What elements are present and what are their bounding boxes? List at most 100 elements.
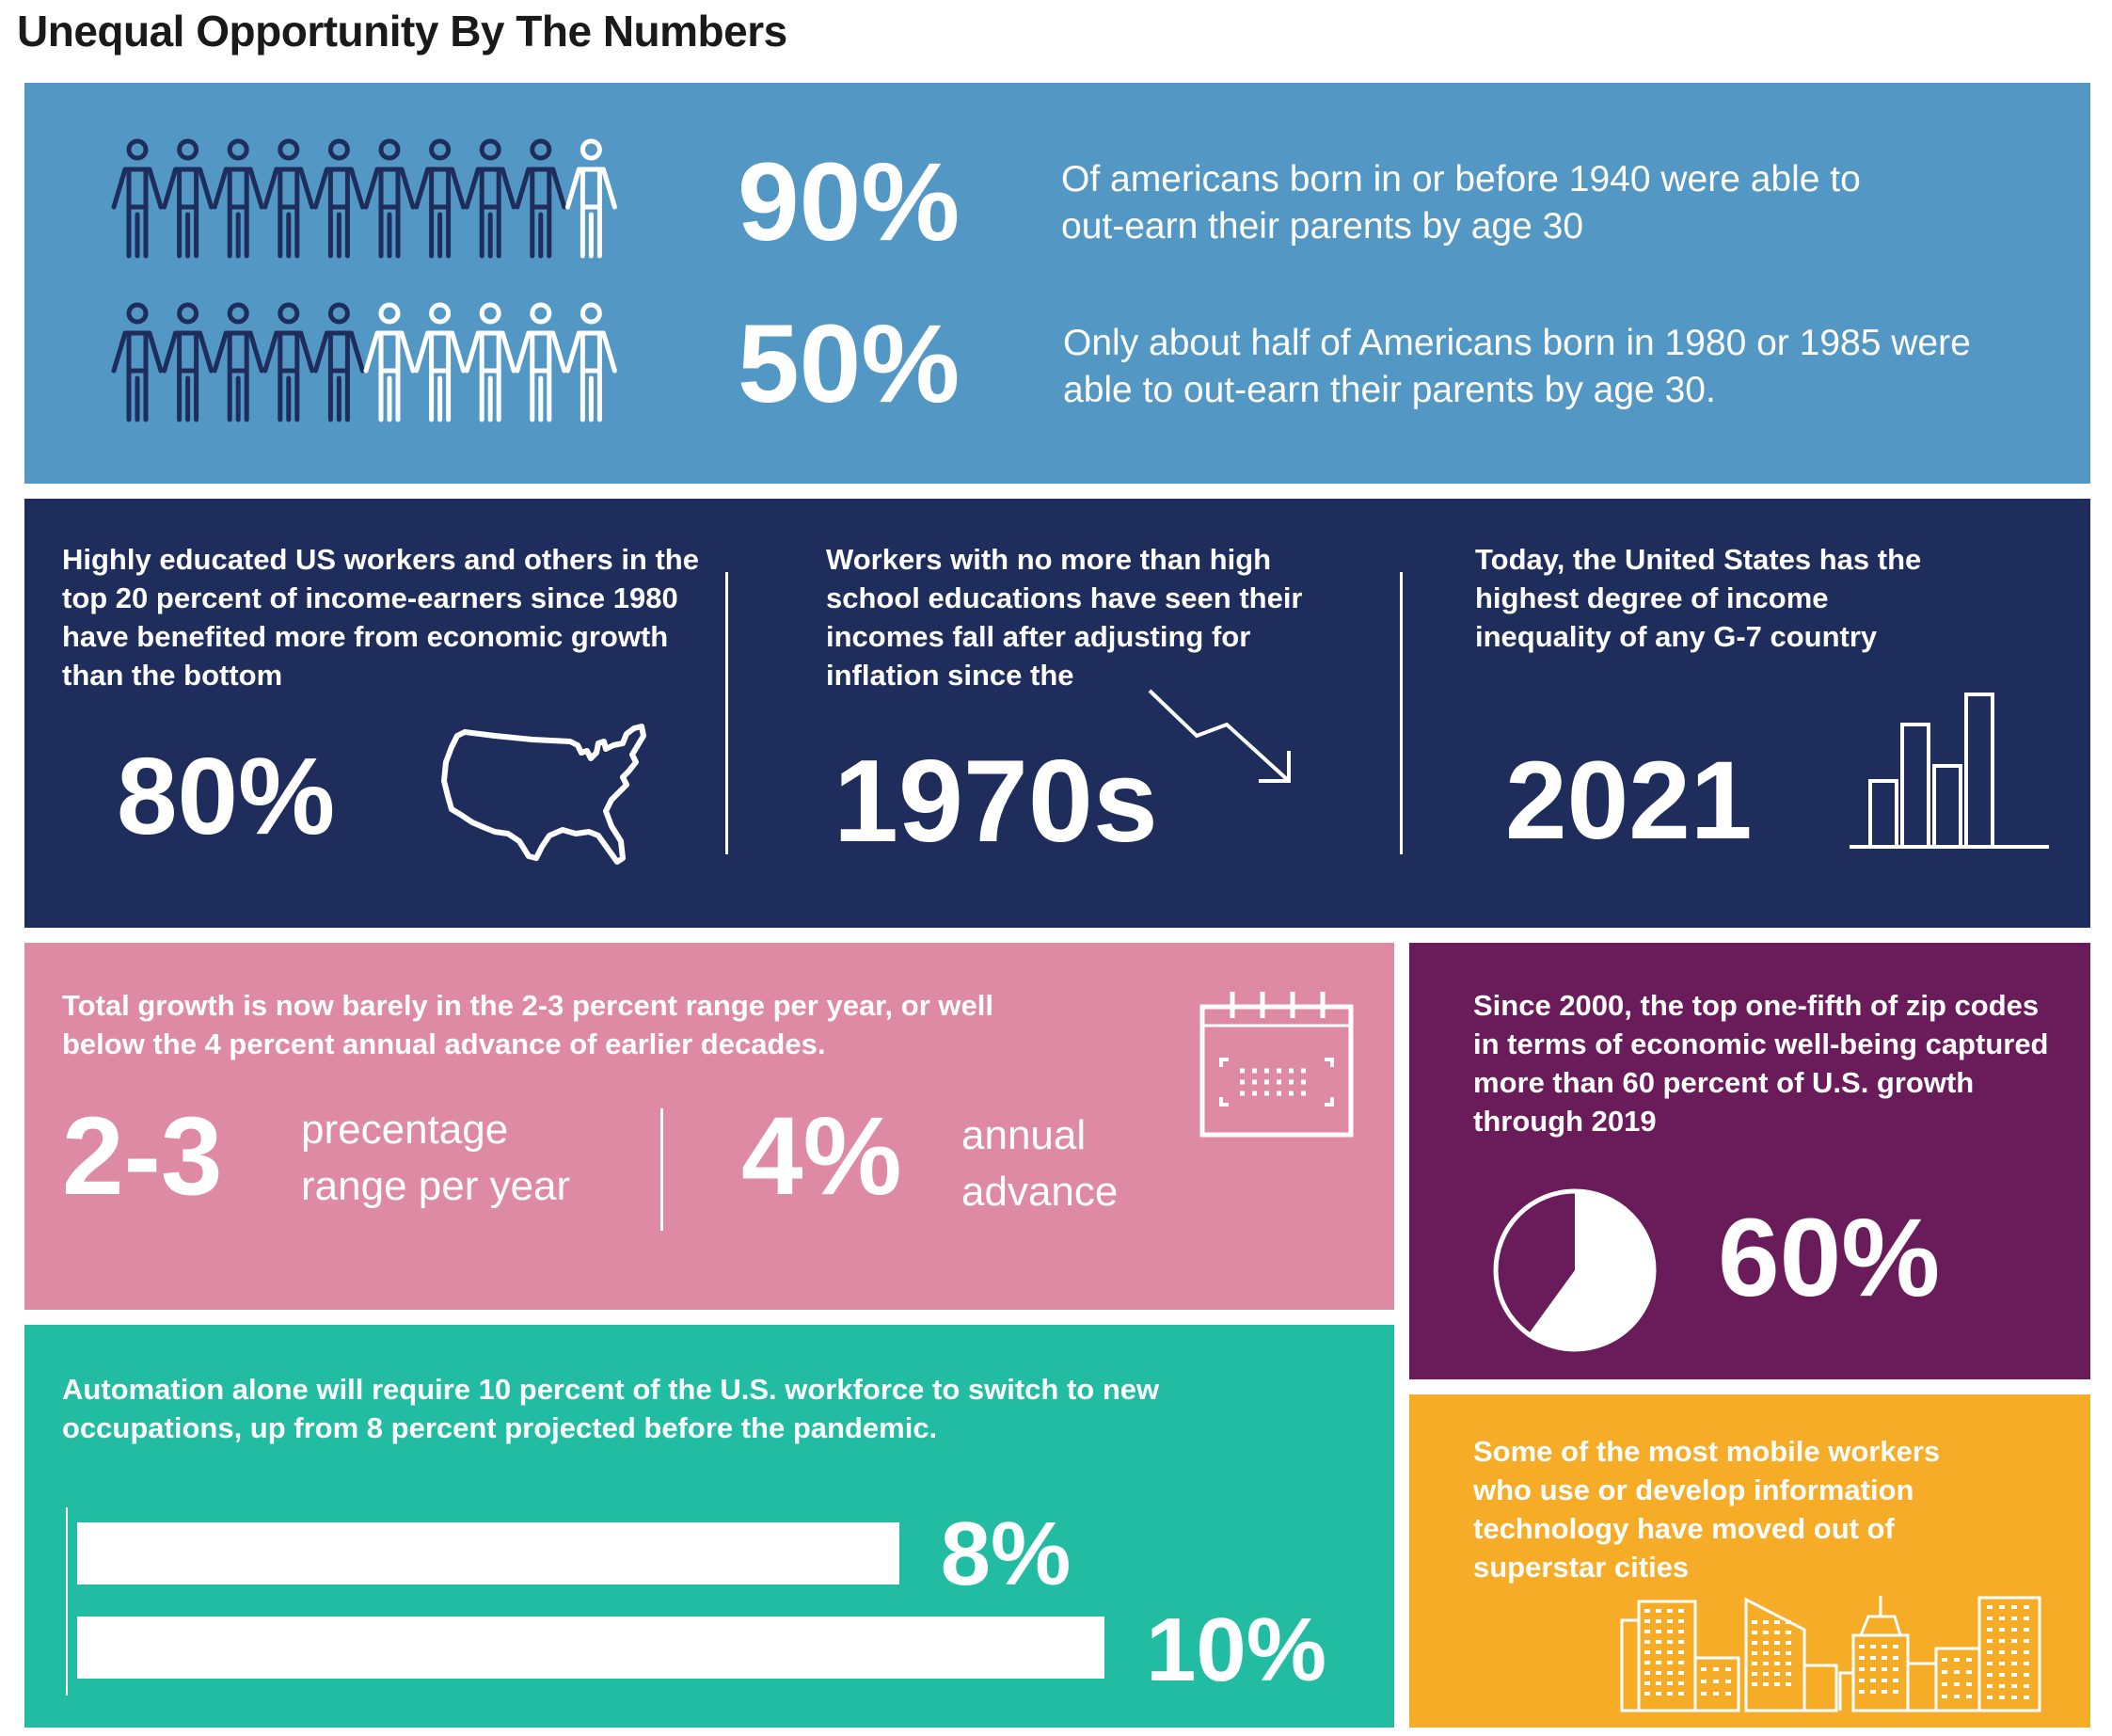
- person-icon: [312, 138, 365, 259]
- window: [1763, 1662, 1769, 1665]
- bar-chart-icon: [1850, 693, 2049, 849]
- inequality-text: Today, the United States has the highest…: [1475, 543, 1922, 653]
- person-icon: [111, 138, 164, 259]
- window: [1893, 1690, 1898, 1694]
- window: [1678, 1661, 1684, 1664]
- automation-bar-8: [77, 1522, 899, 1585]
- window: [1987, 1605, 1993, 1609]
- window: [1667, 1671, 1673, 1675]
- window: [1644, 1650, 1650, 1654]
- window: [1882, 1667, 1887, 1671]
- pie-chart-icon: [1493, 1188, 1657, 1352]
- window: [2024, 1684, 2029, 1688]
- people-row-1: [111, 138, 617, 259]
- window: [1667, 1630, 1673, 1633]
- window: [1701, 1667, 1707, 1671]
- window: [1678, 1681, 1684, 1685]
- person-icon: [414, 302, 467, 422]
- window: [1987, 1696, 1993, 1699]
- automation-label-8: 8%: [940, 1504, 1072, 1604]
- window: [2011, 1684, 2017, 1688]
- window: [1999, 1605, 2005, 1609]
- window: [1656, 1630, 1661, 1633]
- window: [1713, 1667, 1719, 1671]
- window: [1966, 1658, 1972, 1662]
- window: [1667, 1692, 1673, 1696]
- automation-axis: [66, 1507, 68, 1696]
- window: [1644, 1619, 1650, 1623]
- window: [2024, 1662, 2029, 1665]
- window: [1713, 1680, 1719, 1683]
- window: [1999, 1639, 2005, 1643]
- window: [1859, 1690, 1865, 1694]
- window: [1987, 1628, 1993, 1632]
- window: [2011, 1617, 2017, 1620]
- window: [1786, 1620, 1791, 1624]
- window: [1763, 1651, 1769, 1655]
- window: [1942, 1695, 1947, 1698]
- window: [2011, 1662, 2017, 1665]
- window: [2011, 1673, 2017, 1677]
- window: [1954, 1695, 1960, 1698]
- inequality-value: 2021: [1505, 739, 1753, 863]
- window: [1966, 1695, 1972, 1698]
- window: [1987, 1673, 1993, 1677]
- window: [1893, 1679, 1898, 1682]
- mobility-value-50: 50%: [738, 302, 961, 426]
- person-icon: [464, 138, 516, 259]
- window: [1786, 1641, 1791, 1645]
- person-icon: [262, 302, 315, 422]
- window: [1656, 1671, 1661, 1675]
- zipcodes-value: 60%: [1718, 1196, 1941, 1320]
- mobility-panel: 90% Of americans born in or before 1940 …: [24, 83, 2090, 484]
- window: [1999, 1673, 2005, 1677]
- window: [1725, 1680, 1731, 1683]
- window: [1701, 1692, 1707, 1696]
- growth-value-2: 4%: [741, 1094, 902, 1218]
- window: [1893, 1656, 1898, 1660]
- window: [1644, 1671, 1650, 1675]
- window: [2024, 1673, 2029, 1677]
- window: [1725, 1667, 1731, 1671]
- window: [1656, 1609, 1661, 1613]
- growth-label-2b: advance: [961, 1169, 1119, 1215]
- zipcodes-text: Since 2000, the top one-fifth of zip cod…: [1473, 989, 2049, 1138]
- window: [1987, 1639, 1993, 1643]
- people-row-2: [111, 302, 617, 422]
- window: [1644, 1640, 1650, 1644]
- person-icon: [162, 302, 214, 422]
- automation-panel: Automation alone will require 10 percent…: [24, 1325, 1394, 1728]
- window: [1774, 1662, 1780, 1665]
- person-icon: [162, 138, 214, 259]
- window: [1870, 1690, 1876, 1694]
- window: [1999, 1684, 2005, 1688]
- window: [1987, 1617, 1993, 1620]
- person-icon: [564, 138, 617, 259]
- person-icon: [564, 302, 617, 422]
- window: [1678, 1650, 1684, 1654]
- automation-text: Automation alone will require 10 percent…: [62, 1373, 1160, 1444]
- window: [1752, 1641, 1757, 1645]
- window: [1763, 1672, 1769, 1676]
- workers-value: 1970s: [834, 737, 1158, 867]
- person-icon: [262, 138, 315, 259]
- window: [2011, 1639, 2017, 1643]
- usa-map-icon: [441, 724, 646, 865]
- window: [1752, 1651, 1757, 1655]
- window: [1644, 1630, 1650, 1633]
- window: [2024, 1650, 2029, 1654]
- person-icon: [464, 302, 516, 422]
- window: [1893, 1667, 1898, 1671]
- window: [1656, 1640, 1661, 1644]
- window: [1774, 1651, 1780, 1655]
- window: [1774, 1620, 1780, 1624]
- window: [1882, 1656, 1887, 1660]
- mobile-text: Some of the most mobile workers who use …: [1473, 1435, 1941, 1584]
- window: [1701, 1680, 1707, 1683]
- window: [2011, 1605, 2017, 1609]
- window: [2011, 1650, 2017, 1654]
- window: [1882, 1645, 1887, 1648]
- window: [1859, 1679, 1865, 1682]
- window: [1763, 1620, 1769, 1624]
- window: [1644, 1681, 1650, 1685]
